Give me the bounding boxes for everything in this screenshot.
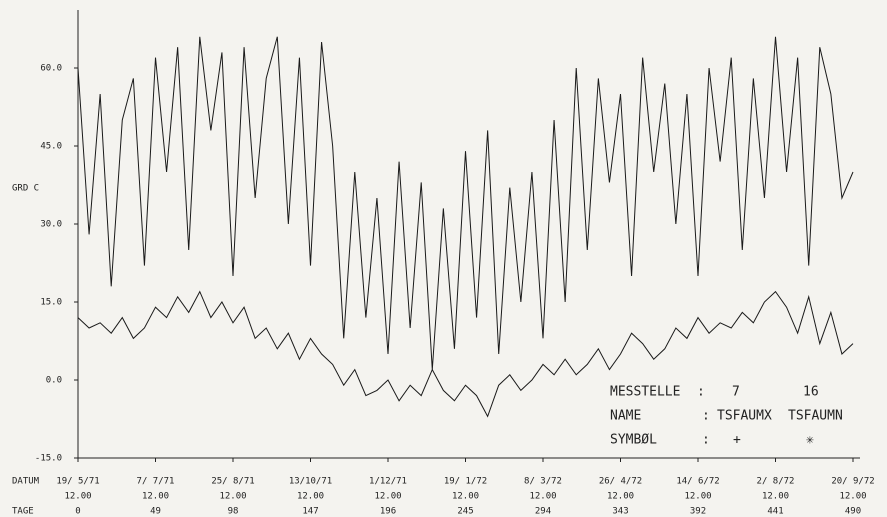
x-time-label: 12.00	[607, 492, 634, 502]
x-date-label: 8/ 3/72	[524, 477, 562, 487]
x-date-label: 19/ 5/71	[56, 477, 99, 487]
x-tick-label: 245	[457, 507, 473, 517]
y-tick-label: 15.0	[40, 298, 62, 308]
x-time-label: 12.00	[374, 492, 401, 502]
x-time-label: 12.00	[64, 492, 91, 502]
legend-separator: :	[702, 433, 710, 448]
x-tick-label: 147	[302, 507, 318, 517]
y-tick-label: 45.0	[40, 142, 62, 152]
legend-header: NAME	[610, 409, 641, 424]
x-date-label: 19/ 1/72	[444, 477, 487, 487]
legend-separator: :	[697, 385, 705, 400]
y-tick-label: 0.0	[46, 376, 62, 386]
legend-header: MESSTELLE	[610, 385, 680, 400]
y-axis-label: GRD C	[12, 184, 39, 194]
x-date-label: 7/ 7/71	[137, 477, 175, 487]
x-date-label: 25/ 8/71	[211, 477, 254, 487]
x-time-label: 12.00	[219, 492, 246, 502]
x-time-label: 12.00	[297, 492, 324, 502]
x-date-label: 14/ 6/72	[676, 477, 719, 487]
legend-id: 16	[803, 385, 819, 400]
x-tick-label: 343	[612, 507, 628, 517]
x-time-label: 12.00	[529, 492, 556, 502]
x-tick-label: 98	[228, 507, 239, 517]
data-line	[77, 290, 854, 418]
y-tick-label: 60.0	[40, 64, 62, 74]
x-date-label: 26/ 4/72	[599, 477, 642, 487]
x-tick-label: 196	[380, 507, 396, 517]
legend-symbol: ✳	[806, 433, 814, 448]
x-date-label: 2/ 8/72	[757, 477, 795, 487]
y-tick-label: -15.0	[35, 454, 62, 464]
row-label: DATUM	[12, 477, 40, 487]
legend-symbol: +	[733, 433, 741, 448]
legend-name: TSFAUMN	[788, 409, 843, 424]
x-date-label: 13/10/71	[289, 477, 332, 487]
x-time-label: 12.00	[452, 492, 479, 502]
row-label: TAGE	[12, 507, 34, 517]
x-time-label: 12.00	[142, 492, 169, 502]
x-date-label: 1/12/71	[369, 477, 407, 487]
legend-header: SYMBØL	[610, 433, 657, 448]
y-tick-label: 30.0	[40, 220, 62, 230]
legend-separator: :	[702, 409, 710, 424]
data-line	[77, 36, 854, 370]
x-time-label: 12.00	[684, 492, 711, 502]
legend-id: 7	[732, 385, 740, 400]
x-tick-label: 49	[150, 507, 161, 517]
x-time-label: 12.00	[762, 492, 789, 502]
legend-name: TSFAUMX	[717, 409, 772, 424]
x-tick-label: 392	[690, 507, 706, 517]
x-tick-label: 441	[767, 507, 783, 517]
x-tick-label: 490	[845, 507, 861, 517]
x-tick-label: 0	[75, 507, 80, 517]
x-date-label: 20/ 9/72	[831, 477, 874, 487]
x-time-label: 12.00	[839, 492, 866, 502]
x-tick-label: 294	[535, 507, 551, 517]
